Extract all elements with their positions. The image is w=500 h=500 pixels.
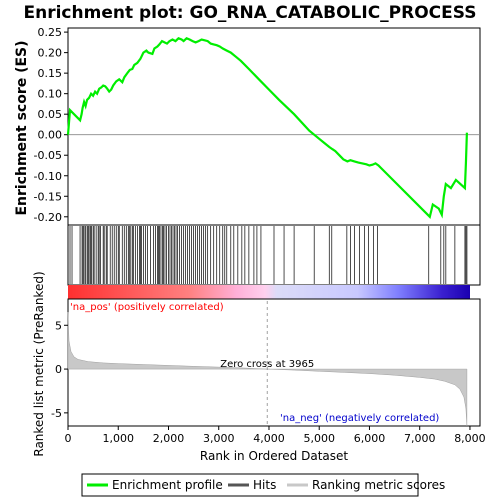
legend-frame	[81, 473, 419, 497]
negative-correlation-label: 'na_neg' (negatively correlated)	[280, 413, 439, 424]
rank-ytick-label: 0	[55, 363, 62, 376]
rank-ylabel: Ranked list metric (PreRanked)	[32, 271, 46, 456]
es-ytick-label: 0.10	[38, 88, 63, 101]
rank-ytick-label: 5	[55, 319, 62, 332]
enrichment-profile-line	[66, 37, 468, 219]
es-ytick-label: 0.05	[38, 108, 63, 121]
rank-xtick-label: 6,000	[354, 432, 386, 445]
es-ylabel: Enrichment score (ES)	[14, 40, 30, 215]
legend: Enrichment profile Hits Ranking metric s…	[81, 473, 445, 497]
rank-xtick-label: 2,000	[153, 432, 185, 445]
es-ytick-label: -0.05	[34, 149, 62, 162]
es-ytick-label: 0.15	[38, 67, 63, 80]
es-ytick-label: -0.15	[34, 190, 62, 203]
hits-panel	[67, 224, 481, 299]
legend-label-hits: Hits	[253, 478, 276, 492]
rank-xticks: 0 1,000 2,000 3,000 4,000 5,000 6,000 7,000 8,00…	[65, 426, 486, 445]
rank-ytick-label: -5	[51, 407, 62, 420]
es-ytick-label: 0.25	[38, 26, 63, 39]
legend-label-ranking: Ranking metric scores	[312, 478, 445, 492]
rank-xtick-label: 0	[65, 432, 72, 445]
rank-xtick-label: 3,000	[203, 432, 235, 445]
rank-metric-panel: Zero cross at 3965 'na_pos' (positively …	[32, 271, 486, 463]
es-yticks: 0.25 0.20 0.15 0.10 0.05 0.00 -0.05 -0.10 -0.15 -…	[34, 26, 68, 224]
es-ytick-label: -0.20	[34, 211, 62, 224]
hit-lines	[69, 226, 468, 284]
es-ytick-label: 0.00	[38, 129, 63, 142]
legend-label-enrichment: Enrichment profile	[112, 478, 223, 492]
rank-yticks: 5 0 -5	[51, 319, 68, 420]
ranking-metric-area	[67, 312, 468, 427]
es-plot-frame	[67, 27, 481, 226]
chart-title: Enrichment plot: GO_RNA_CATABOLIC_PROCES…	[24, 3, 477, 23]
rank-xlabel: Rank in Ordered Dataset	[200, 449, 348, 463]
es-ytick-label: -0.10	[34, 170, 62, 183]
es-panel: Enrichment score (ES) 0.250.200.150.100.…	[14, 26, 481, 226]
positive-correlation-label: 'na_pos' (positively correlated)	[70, 302, 224, 313]
zero-cross-label: Zero cross at 3965	[220, 359, 314, 370]
rank-xtick-label: 4,000	[253, 432, 285, 445]
rank-xtick-label: 1,000	[102, 432, 134, 445]
rank-xtick-label: 8,000	[454, 432, 486, 445]
rank-color-bar	[68, 285, 470, 299]
rank-xtick-label: 5,000	[303, 432, 335, 445]
rank-plot-frame	[67, 298, 481, 427]
rank-xtick-label: 7,000	[404, 432, 436, 445]
es-ytick-label: 0.20	[38, 47, 63, 60]
